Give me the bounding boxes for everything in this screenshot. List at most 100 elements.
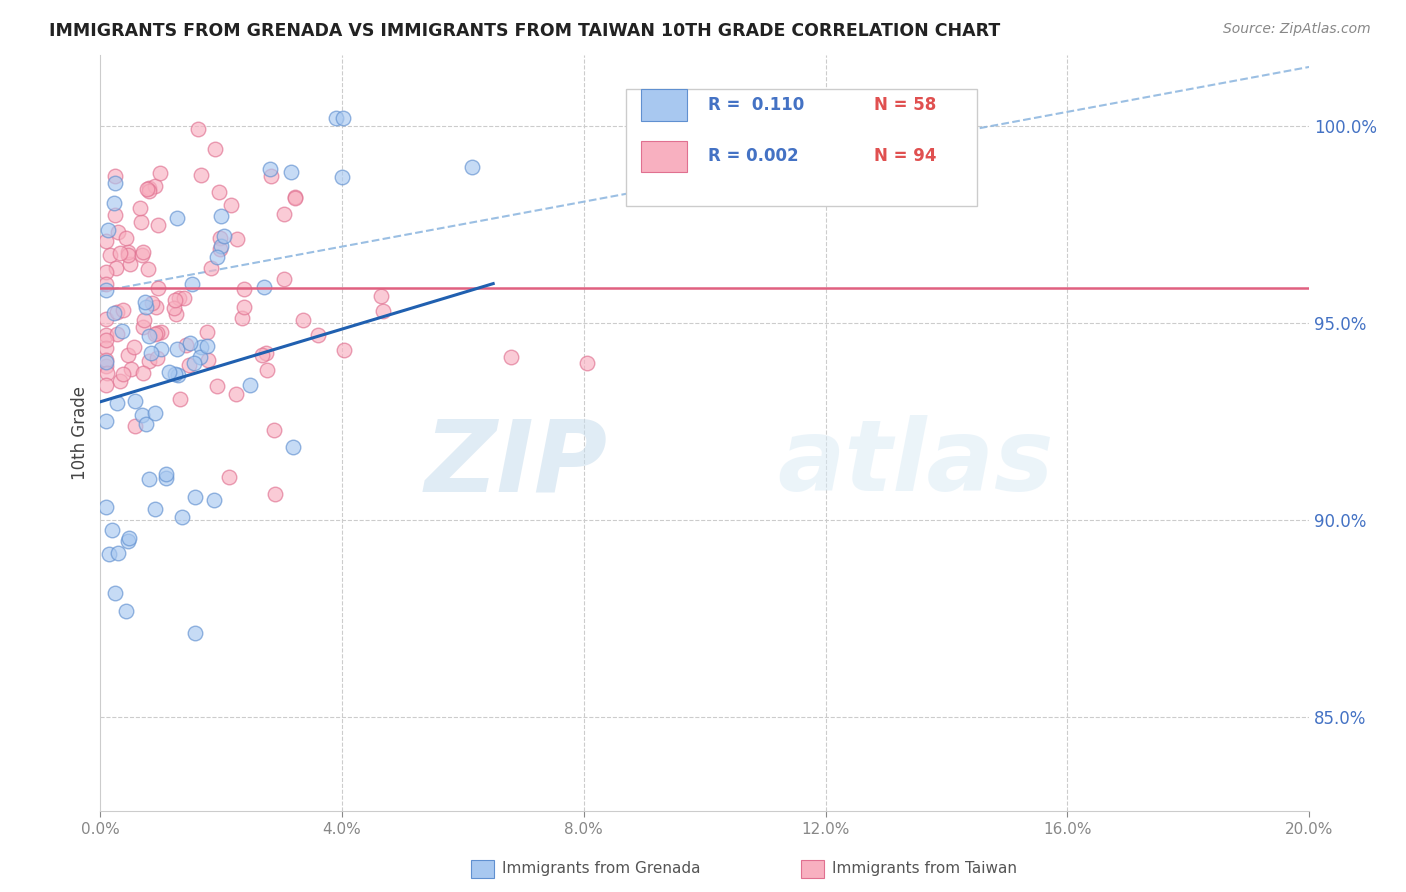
Point (96, 327, 118, 342)
Point (183, 356, 205, 370)
Point (184, 491, 207, 505)
Point (143, 501, 166, 516)
Point (96, 283, 118, 297)
Point (118, 257, 141, 271)
Point (325, 111, 347, 125)
Point (202, 492, 225, 507)
Point (96, 377, 118, 392)
Point (208, 230, 231, 244)
Point (134, 294, 156, 309)
Point (165, 293, 187, 308)
Point (131, 408, 153, 422)
Point (256, 363, 278, 377)
Point (225, 387, 247, 401)
Point (370, 289, 392, 303)
Point (157, 365, 180, 379)
Point (307, 328, 329, 343)
Point (96, 354, 118, 368)
Point (174, 338, 197, 352)
Point (110, 374, 132, 388)
Point (112, 302, 135, 317)
Text: Source: ZipAtlas.com: Source: ZipAtlas.com (1223, 22, 1371, 37)
Point (135, 301, 157, 315)
Point (103, 306, 125, 320)
Point (118, 531, 141, 545)
Point (96, 500, 118, 514)
Point (163, 367, 186, 381)
Point (105, 396, 128, 410)
Point (138, 184, 160, 198)
Text: R = 0.002: R = 0.002 (709, 147, 799, 166)
Point (371, 304, 394, 318)
Point (166, 307, 188, 321)
Point (499, 350, 522, 364)
Point (117, 244, 139, 259)
Point (138, 329, 160, 343)
Point (332, 111, 354, 125)
Point (103, 196, 125, 211)
Point (96, 265, 118, 279)
Point (132, 313, 155, 327)
Point (104, 586, 127, 600)
Bar (641, 89, 686, 121)
Point (131, 248, 153, 262)
Point (166, 368, 188, 382)
Point (104, 169, 127, 183)
Point (187, 122, 209, 136)
Point (172, 509, 194, 524)
Point (155, 467, 177, 482)
Point (96, 234, 118, 248)
Point (96, 333, 118, 347)
Point (169, 392, 191, 406)
Point (332, 170, 354, 185)
Point (124, 394, 146, 409)
Point (197, 353, 219, 368)
Point (115, 604, 138, 618)
Point (232, 300, 254, 314)
Point (96, 359, 118, 373)
Point (259, 161, 281, 176)
Point (218, 470, 240, 484)
Point (231, 310, 253, 325)
Point (141, 296, 163, 310)
Point (132, 320, 155, 334)
Point (98, 248, 121, 262)
Point (190, 340, 212, 354)
Point (284, 190, 307, 204)
Point (143, 406, 166, 420)
Point (138, 353, 160, 368)
Point (143, 327, 166, 342)
Point (138, 471, 160, 485)
Text: atlas: atlas (778, 415, 1053, 512)
Point (253, 280, 276, 294)
Point (259, 169, 281, 183)
Point (132, 367, 155, 381)
Point (131, 215, 153, 229)
Point (209, 238, 232, 252)
Point (146, 326, 169, 340)
Point (263, 423, 285, 437)
Point (195, 325, 218, 339)
Point (111, 324, 134, 338)
Point (204, 142, 226, 156)
Point (188, 350, 211, 364)
Point (273, 271, 295, 285)
Point (103, 176, 125, 190)
Text: R =  0.110: R = 0.110 (709, 96, 804, 114)
Point (115, 231, 138, 245)
Point (284, 191, 307, 205)
Point (107, 546, 129, 560)
Point (219, 198, 242, 212)
Point (108, 246, 131, 260)
Point (252, 348, 274, 362)
Y-axis label: 10th Grade: 10th Grade (72, 386, 89, 480)
Point (208, 185, 231, 199)
Point (209, 209, 232, 223)
Point (138, 261, 160, 276)
Point (145, 351, 167, 365)
Point (273, 207, 295, 221)
Point (281, 440, 304, 454)
Point (232, 282, 254, 296)
Point (101, 523, 124, 537)
Point (117, 248, 139, 262)
